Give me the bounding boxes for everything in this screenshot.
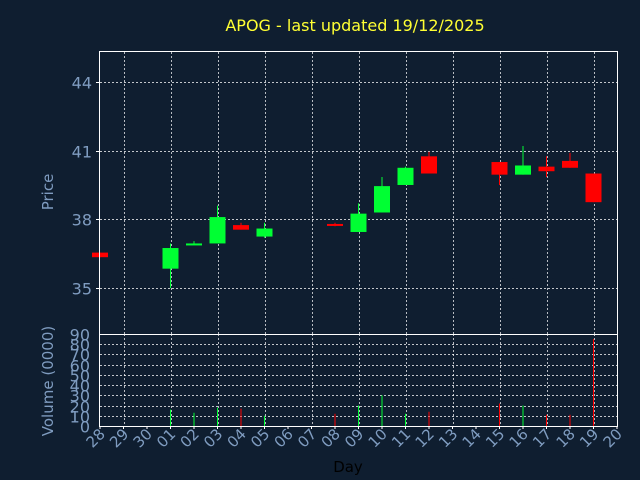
candle-body (162, 248, 179, 269)
price-tick-labels: 35 38 41 44 (72, 74, 100, 299)
candle-body (585, 173, 602, 203)
candle-body (562, 160, 578, 168)
volume-tick-label: 10 (70, 408, 90, 427)
volume-panel-frame (99, 334, 618, 427)
candle-body (209, 217, 226, 244)
price-axis-label: Price (39, 174, 57, 211)
candle-body (256, 228, 273, 237)
candle-body (374, 186, 390, 213)
x-tick-labels: 2829300102030405060708091011121314151617… (83, 425, 626, 451)
price-tick-label: 38 (72, 211, 92, 230)
chart-title: APOG - last updated 19/12/2025 (225, 16, 484, 35)
candle-body (233, 225, 249, 230)
volume-tick-label: 90 (70, 326, 90, 345)
price-tick-label: 41 (72, 143, 92, 162)
candle-body (515, 165, 531, 175)
volume-tick-label: 30 (70, 387, 90, 406)
x-axis-label: Day (333, 458, 363, 476)
candle-body (421, 156, 437, 174)
volume-tick-label: 0 (80, 418, 90, 437)
volume-tick-label: 70 (70, 346, 90, 365)
volume-axis-label: Volume (0000) (39, 326, 57, 436)
volume-tick-label: 60 (70, 357, 90, 376)
candle-body (186, 243, 202, 246)
candle-body (350, 213, 367, 232)
volume-tick-label: 20 (70, 398, 90, 417)
candle-body (397, 167, 414, 185)
price-tick-label: 35 (72, 280, 92, 299)
candle-body (491, 162, 508, 175)
volume-tick-label: 50 (70, 367, 90, 386)
volume-bars (170, 339, 594, 426)
price-tick-label: 44 (72, 74, 92, 93)
candle-body (327, 223, 343, 226)
volume-grid (100, 334, 617, 426)
volume-tick-label: 40 (70, 377, 90, 396)
candles (92, 146, 602, 289)
volume-tick-label: 80 (70, 336, 90, 355)
candle-body (538, 166, 555, 172)
